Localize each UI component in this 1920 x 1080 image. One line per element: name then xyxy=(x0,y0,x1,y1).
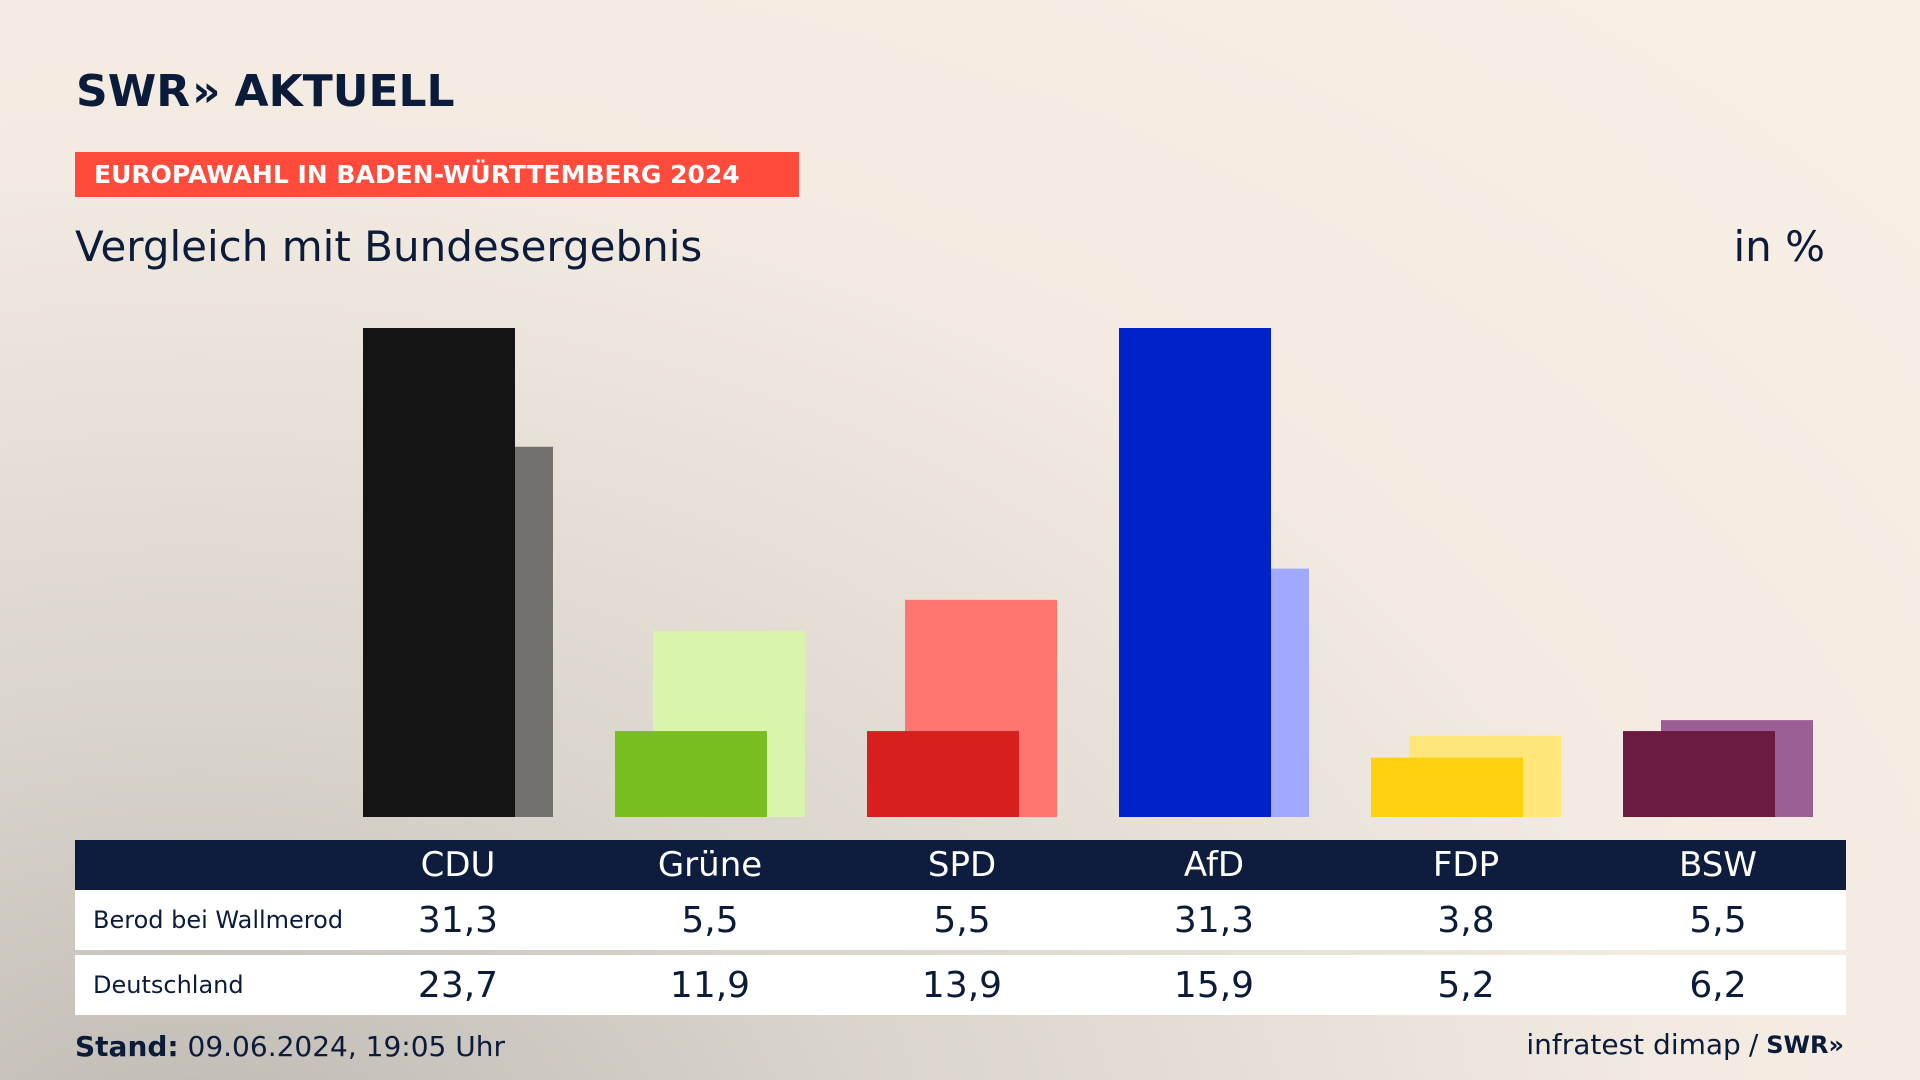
party-label: Grüne xyxy=(657,845,763,885)
logo-swr-text: SWR xyxy=(76,65,191,117)
value-cell: 15,9 xyxy=(1173,964,1255,1006)
value-cell: 13,9 xyxy=(921,964,1003,1006)
value-cell: 5,5 xyxy=(933,899,991,941)
stand-value: 09.06.2024, 19:05 Uhr xyxy=(187,1030,505,1063)
banner-text: EUROPAWAHL IN BADEN-WÜRTTEMBERG 2024 xyxy=(94,160,740,189)
value-cell: 5,5 xyxy=(1689,899,1747,941)
table-row: Berod bei Wallmerod 31,3 5,5 5,5 31,3 3,8 5,5 xyxy=(75,890,1846,950)
source-text: infratest dimap xyxy=(1526,1028,1741,1061)
swr-mini-logo: SWR» xyxy=(1766,1030,1844,1059)
bar-local-grüne xyxy=(615,731,767,817)
bar-local-afd xyxy=(1119,328,1271,817)
value-cell: 6,2 xyxy=(1689,964,1747,1006)
party-label: BSW xyxy=(1679,845,1757,885)
value-cell: 3,8 xyxy=(1437,899,1495,941)
value-cell: 5,5 xyxy=(681,899,739,941)
row-label: Deutschland xyxy=(93,971,244,999)
logo-aktuell-text: AKTUELL xyxy=(234,65,455,117)
bar-local-spd xyxy=(867,731,1019,817)
row-label: Berod bei Wallmerod xyxy=(93,906,344,934)
value-cell: 23,7 xyxy=(417,964,499,1006)
source-separator: / xyxy=(1748,1028,1759,1061)
results-table: CDU Grüne SPD AfD FDP BSW Berod bei Wallmerod… xyxy=(75,840,1846,1015)
swr-aktuell-logo: SWR » AKTUELL xyxy=(76,65,455,117)
party-label: AfD xyxy=(1183,845,1245,885)
value-cell: 5,2 xyxy=(1437,964,1495,1006)
party-label: CDU xyxy=(420,845,496,885)
bar-local-bsw xyxy=(1623,731,1775,817)
value-cell: 31,3 xyxy=(1173,899,1255,941)
stand-label: Stand: xyxy=(75,1030,179,1063)
unit-label: in % xyxy=(1733,222,1825,271)
value-cell: 11,9 xyxy=(669,964,751,1006)
value-cell: 31,3 xyxy=(417,899,499,941)
election-banner: EUROPAWAHL IN BADEN-WÜRTTEMBERG 2024 xyxy=(75,152,799,197)
source-credit: infratest dimap / SWR» xyxy=(1526,1028,1844,1061)
table-row: Deutschland 23,7 11,9 13,9 15,9 5,2 6,2 xyxy=(75,955,1846,1015)
table-header-row: CDU Grüne SPD AfD FDP BSW xyxy=(75,840,1846,890)
logo-arrows-icon: » xyxy=(192,65,221,117)
bar-local-cdu xyxy=(363,328,515,817)
bar-local-fdp xyxy=(1371,757,1523,817)
chart-title: Vergleich mit Bundesergebnis xyxy=(75,222,703,271)
timestamp: Stand: 09.06.2024, 19:05 Uhr xyxy=(75,1030,505,1063)
party-label: SPD xyxy=(927,845,997,885)
party-label: FDP xyxy=(1432,845,1500,885)
